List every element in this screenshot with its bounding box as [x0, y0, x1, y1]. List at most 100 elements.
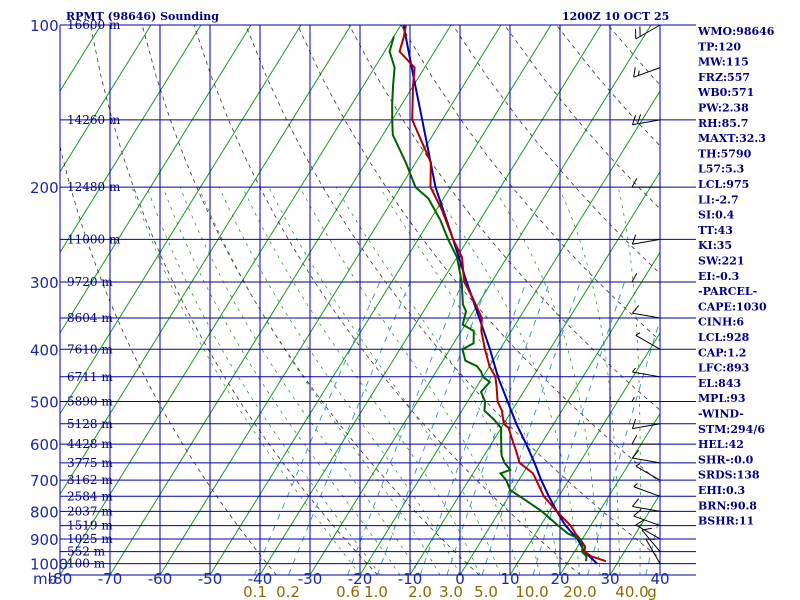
mixing-ratio-line: [376, 281, 490, 575]
sounding-index: LCL:975: [698, 178, 749, 191]
pressure-tick-label: 1000: [30, 556, 68, 574]
pressure-tick-label: 100: [30, 17, 59, 35]
sounding-index: MAXT:32.3: [698, 132, 766, 145]
height-label: 16600 m: [67, 18, 121, 32]
temperature-tick-label: -20: [348, 570, 373, 588]
dry-adiabat-lines: [60, 25, 660, 575]
sounding-index: STM:294/6: [698, 423, 765, 436]
mixing-ratio-label: 40.0: [615, 583, 648, 600]
temperature-tick-label: -10: [398, 570, 423, 588]
sounding-index: HEL:42: [698, 438, 744, 451]
sounding-index: BSHR:11: [698, 515, 754, 528]
isotherm-line: [60, 25, 402, 575]
wind-barb-shaft: [632, 238, 661, 245]
wind-barb-flag: [636, 114, 642, 124]
sounding-index: TH:5790: [698, 147, 752, 160]
height-label: 12480 m: [67, 180, 121, 194]
isotherm-line: [60, 25, 252, 335]
dry-adiabat: [193, 25, 581, 575]
pressure-tick-label: 800: [30, 503, 59, 521]
sounding-index: MPL:93: [698, 392, 746, 405]
sounding-index: -PARCEL-: [698, 285, 757, 298]
wind-barb-shaft: [633, 515, 661, 527]
dry-adiabat: [452, 25, 660, 275]
height-label: 3162 m: [67, 473, 113, 487]
mixing-ratio-line: [587, 318, 660, 575]
height-labels: 16600 m 14260 m 12480 m 11000 m 9720 m 8604 m…: [67, 18, 121, 571]
isotherm-line: [509, 332, 660, 575]
sounding-index: FRZ:557: [698, 71, 750, 84]
time-label: 1200Z 10 OCT 25: [562, 10, 669, 23]
isotherm-line: [60, 25, 202, 254]
pressure-tick-label: 700: [30, 472, 59, 490]
temperature-tick-labels: -80 -70 -60 -50 -40 -30 -20 -10 0 10 20 30 40: [48, 570, 670, 588]
mixing-ratio-label: g: [647, 583, 657, 600]
dry-adiabat: [141, 25, 480, 575]
dry-adiabat: [245, 25, 660, 559]
moist-adiabat: [162, 186, 401, 575]
sounding-index: LFC:893: [698, 362, 749, 375]
mixing-ratio-label: 0.1: [243, 583, 267, 600]
sounding-index: EL:843: [698, 377, 741, 390]
wind-barb-shaft: [633, 486, 661, 497]
temperature-tick-label: -30: [298, 570, 323, 588]
moist-adiabat: [617, 187, 641, 575]
wind-barb-shaft: [641, 529, 661, 552]
dry-adiabat: [60, 144, 277, 575]
temperature-tick-label: 30: [600, 570, 619, 588]
mixing-ratio-label: 1.0: [364, 583, 388, 600]
moist-adiabat-lines: [131, 186, 660, 575]
wind-barb-shaft: [632, 423, 661, 430]
mixing-ratio-label: 5.0: [474, 583, 498, 600]
temperature-tick-label: 10: [500, 570, 519, 588]
wind-barb-flag: [632, 498, 640, 507]
moist-adiabat: [268, 186, 501, 575]
pressure-tick-labels: 100 200 300 400 500 600 700 800 900 1000: [30, 17, 68, 574]
mixing-ratio-line: [446, 281, 551, 575]
temperature-tick-label: -40: [248, 570, 273, 588]
sounding-index: MW:115: [698, 56, 749, 69]
moist-adiabat: [659, 564, 660, 575]
pressure-tick-label: 500: [30, 394, 59, 412]
pressure-tick-label: 600: [30, 436, 59, 454]
height-label: 14260 m: [67, 113, 121, 127]
temperature-tick-label: 40: [650, 570, 669, 588]
sounding-index: CAP:1.2: [698, 346, 746, 359]
isotherm-line: [409, 170, 660, 575]
height-label: 5128 m: [67, 417, 113, 431]
isotherm-line: [259, 25, 602, 575]
mixing-ratio-label: 10.0: [515, 583, 548, 600]
moist-adiabat: [131, 186, 361, 575]
wind-barb-flag: [632, 367, 636, 373]
sounding-index: WB0:571: [697, 86, 754, 99]
wind-barb-flag: [633, 483, 638, 488]
height-label: 2037 m: [67, 504, 113, 518]
moist-adiabat: [335, 186, 541, 575]
temperature-tick-label: 20: [550, 570, 569, 588]
mixing-ratio-label: 0.2: [276, 583, 300, 600]
sounding-index: TP:120: [698, 40, 741, 53]
dry-adiabat: [90, 25, 379, 575]
height-label: 4428 m: [67, 437, 113, 451]
height-label: 1519 m: [67, 519, 113, 533]
wind-barb-flag: [631, 435, 638, 445]
wind-barb-shaft: [632, 457, 661, 464]
wind-barb-flag: [635, 463, 641, 467]
sounding-index: EI:-0.3: [698, 270, 739, 283]
mixing-ratio-label: 20.0: [563, 583, 596, 600]
wind-barb-flag: [631, 178, 638, 188]
pressure-tick-label: 400: [30, 341, 59, 359]
isobar-grid: [59, 24, 696, 576]
temperature-line: [398, 25, 607, 563]
height-label: 3775 m: [67, 456, 113, 470]
wind-barb-shaft: [645, 539, 661, 564]
wind-barb-shaft: [632, 371, 661, 378]
temperature-tick-label: -70: [98, 570, 123, 588]
sounding-index: TT:43: [698, 224, 733, 237]
height-label: 6711 m: [67, 370, 113, 384]
mixing-ratio-lines: [253, 281, 660, 575]
mixing-ratio-line: [481, 281, 581, 575]
isotherm-line: [109, 25, 452, 575]
temperature-tick-label: -60: [148, 570, 173, 588]
